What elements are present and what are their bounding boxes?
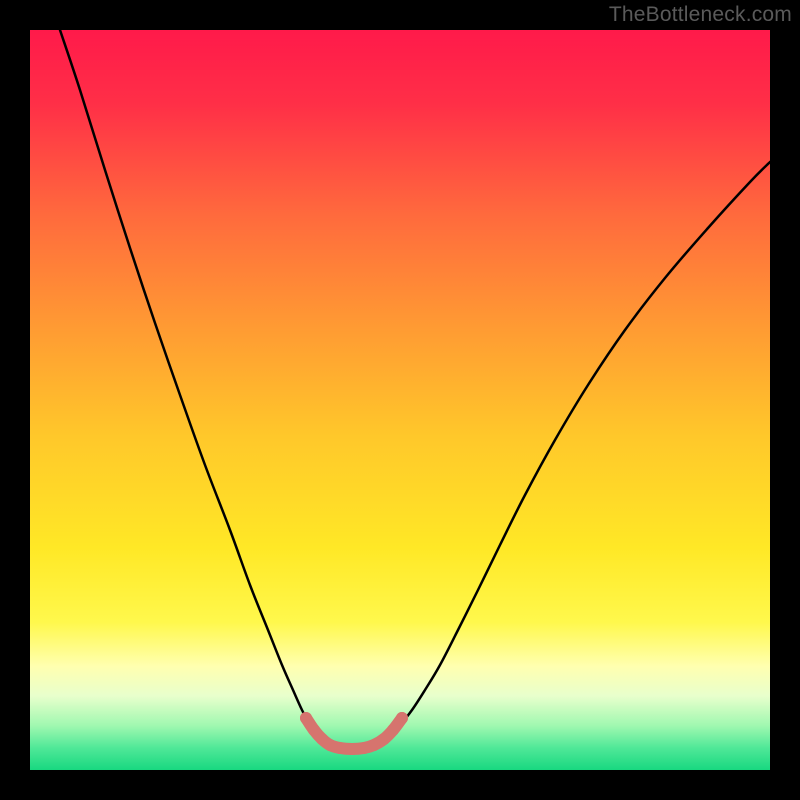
bottom-marker-dot	[387, 724, 399, 736]
plot-area	[30, 30, 770, 770]
bottom-marker-dot	[368, 739, 380, 751]
bottom-marker-dot	[396, 712, 408, 724]
watermark-text: TheBottleneck.com	[609, 3, 792, 27]
bottom-marker-dot	[378, 733, 390, 745]
bottleneck-curve-chart	[30, 30, 770, 770]
bottom-marker-dot	[346, 743, 358, 755]
gradient-background	[30, 30, 770, 770]
bottom-marker-dot	[300, 712, 312, 724]
chart-container: TheBottleneck.com	[0, 0, 800, 800]
bottom-marker-dot	[308, 724, 320, 736]
bottom-marker-dot	[334, 742, 346, 754]
